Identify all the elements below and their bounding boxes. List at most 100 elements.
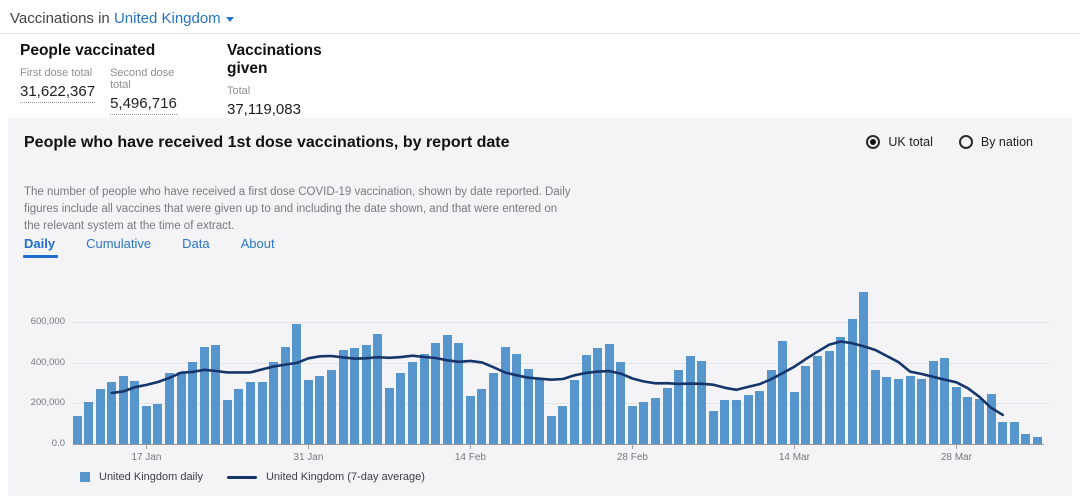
daily-bar-20-Feb bbox=[535, 379, 545, 444]
first-dose-label: First dose total bbox=[20, 67, 93, 79]
daily-bar-3-Apr bbox=[1021, 434, 1031, 444]
daily-bar-27-Jan bbox=[257, 382, 267, 444]
daily-bar-27-Feb bbox=[616, 362, 626, 444]
daily-bar-20-Jan bbox=[176, 372, 186, 444]
daily-bar-7-Feb bbox=[384, 388, 394, 444]
location-dropdown[interactable]: United Kingdom bbox=[114, 10, 234, 27]
radio-selected-icon bbox=[866, 135, 881, 149]
x-axis-label-28-Feb: 28 Feb bbox=[616, 452, 648, 463]
daily-bar-13-Feb bbox=[454, 342, 464, 444]
daily-bar-11-Feb bbox=[431, 343, 441, 444]
daily-bar-5-Mar bbox=[685, 356, 695, 444]
chart-title: People who have received 1st dose vaccin… bbox=[24, 134, 510, 151]
daily-bar-3-Mar bbox=[662, 388, 672, 444]
daily-bar-6-Feb bbox=[373, 334, 383, 444]
total-given-label: Total bbox=[227, 85, 251, 97]
daily-bar-2-Apr bbox=[1009, 421, 1019, 444]
daily-bar-21-Jan bbox=[188, 362, 198, 444]
daily-bar-27-Mar bbox=[940, 358, 950, 444]
daily-bar-1-Mar bbox=[639, 402, 649, 444]
daily-bar-15-Feb bbox=[477, 389, 487, 444]
daily-bar-24-Mar bbox=[905, 376, 915, 444]
radio-uk-total-label: UK total bbox=[888, 135, 933, 149]
daily-bar-14-Jan bbox=[107, 381, 117, 444]
page-header: Vaccinations in United Kingdom bbox=[10, 10, 234, 27]
daily-bar-18-Jan bbox=[153, 403, 163, 444]
daily-bar-6-Mar bbox=[697, 361, 707, 444]
daily-bar-30-Mar bbox=[975, 399, 985, 444]
x-axis-tick bbox=[308, 445, 310, 449]
daily-bar-30-Jan bbox=[292, 324, 302, 444]
people-vaccinated-group: People vaccinated First dose total 31,62… bbox=[20, 42, 177, 115]
x-axis-label-14-Feb: 14 Feb bbox=[454, 452, 486, 463]
daily-bar-5-Feb bbox=[361, 344, 371, 444]
y-axis-label: 0.0 bbox=[51, 438, 65, 449]
y-axis-label: 400,000 bbox=[30, 356, 65, 368]
tab-about[interactable]: About bbox=[240, 236, 275, 251]
daily-bar-8-Feb bbox=[396, 373, 406, 444]
x-axis-tick bbox=[146, 445, 148, 449]
daily-bar-22-Mar bbox=[882, 377, 892, 444]
seven-day-average-line bbox=[110, 340, 1005, 417]
daily-bar-15-Mar bbox=[801, 365, 811, 444]
daily-vaccinations-chart: 0.0 200,000 400,000 600,000 17 Jan 31 Jan 14 F… bbox=[8, 278, 1072, 470]
daily-bar-7-Mar bbox=[708, 411, 718, 444]
vaccinations-given-heading: Vaccinations given bbox=[227, 42, 322, 77]
x-axis-tick bbox=[956, 445, 958, 449]
daily-bar-17-Feb bbox=[500, 347, 510, 444]
first-dose-value[interactable]: 31,622,367 bbox=[20, 83, 96, 103]
daily-bar-12-Jan bbox=[84, 402, 94, 444]
daily-bar-23-Feb bbox=[570, 379, 580, 444]
daily-bar-9-Mar bbox=[732, 399, 742, 444]
daily-series-swatch-icon bbox=[80, 472, 90, 482]
tab-daily[interactable]: Daily bbox=[22, 236, 59, 258]
daily-bar-12-Mar bbox=[766, 370, 776, 444]
daily-bar-1-Feb bbox=[315, 375, 325, 444]
daily-bar-26-Mar bbox=[928, 361, 938, 444]
daily-bar-26-Jan bbox=[246, 382, 256, 444]
chart-legend: United Kingdom daily United Kingdom (7-d… bbox=[80, 471, 425, 483]
header-divider bbox=[0, 33, 1080, 34]
first-dose-stat: First dose total 31,622,367 bbox=[20, 67, 96, 115]
daily-bar-18-Mar bbox=[836, 336, 846, 444]
daily-bar-19-Mar bbox=[847, 319, 857, 444]
daily-bar-14-Feb bbox=[465, 395, 475, 444]
radio-by-nation[interactable]: By nation bbox=[958, 135, 1033, 149]
page-title-prefix: Vaccinations in bbox=[10, 10, 110, 27]
second-dose-value[interactable]: 5,496,716 bbox=[110, 95, 177, 115]
y-axis-label: 200,000 bbox=[30, 397, 65, 409]
total-given-stat: Total 37,119,083 bbox=[227, 85, 301, 121]
scope-radio-group: UK total By nation bbox=[866, 135, 1033, 149]
daily-bar-19-Jan bbox=[165, 373, 175, 444]
daily-bar-16-Mar bbox=[813, 356, 823, 444]
daily-bar-25-Feb bbox=[593, 348, 603, 444]
daily-bar-2-Feb bbox=[327, 369, 337, 444]
daily-bar-4-Feb bbox=[350, 347, 360, 444]
daily-bar-10-Feb bbox=[419, 353, 429, 444]
daily-bar-25-Jan bbox=[234, 388, 244, 444]
gridline-400,000 bbox=[72, 362, 1051, 364]
tab-data[interactable]: Data bbox=[182, 236, 210, 251]
daily-bar-11-Jan bbox=[72, 415, 82, 444]
daily-bar-9-Feb bbox=[408, 362, 418, 444]
second-dose-label: Second dose total bbox=[110, 67, 175, 91]
x-axis-tick bbox=[632, 445, 634, 449]
chart-description: The number of people who have received a… bbox=[24, 186, 571, 233]
legend-daily-label: United Kingdom daily bbox=[99, 471, 203, 483]
x-axis-label-14-Mar: 14 Mar bbox=[778, 452, 810, 463]
daily-bar-16-Feb bbox=[489, 372, 499, 444]
daily-bar-25-Mar bbox=[917, 379, 927, 444]
daily-bar-14-Mar bbox=[789, 392, 799, 444]
tab-cumulative[interactable]: Cumulative bbox=[86, 236, 152, 251]
daily-bar-17-Mar bbox=[824, 350, 834, 444]
average-series-swatch-icon bbox=[226, 475, 257, 479]
y-axis-label: 600,000 bbox=[30, 316, 65, 328]
radio-by-nation-label: By nation bbox=[980, 135, 1033, 149]
daily-bar-26-Feb bbox=[604, 343, 614, 444]
tab-bar: Daily Cumulative Data About bbox=[22, 236, 306, 258]
x-axis-label-28-Mar: 28 Mar bbox=[940, 452, 972, 463]
location-dropdown-label: United Kingdom bbox=[113, 10, 221, 27]
daily-bar-16-Jan bbox=[130, 380, 140, 444]
radio-uk-total[interactable]: UK total bbox=[866, 135, 933, 149]
